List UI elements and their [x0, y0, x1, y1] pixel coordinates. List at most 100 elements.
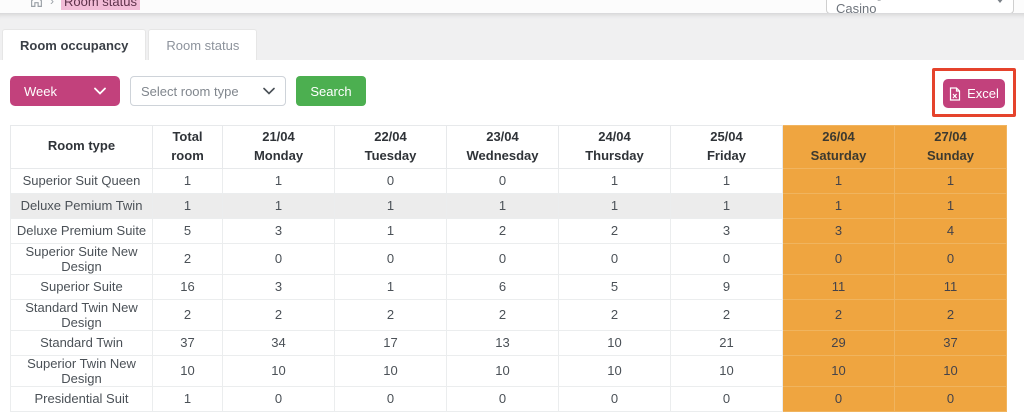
table-row[interactable]: Deluxe Premium Suite 5 3 1 2 2 3 3 4	[10, 217, 1007, 244]
hotel-select[interactable]: Las Vegas Sun Hotel & Casino	[826, 0, 1014, 13]
table-row[interactable]: Presidential Suit 1 0 0 0 0 0 0 0	[10, 385, 1007, 412]
occupancy-cell: 0	[558, 242, 671, 275]
column-header-friday: 25/04 Friday	[670, 125, 783, 169]
breadcrumb: › Room status	[30, 0, 140, 13]
occupancy-cell: 2	[894, 298, 1007, 331]
occupancy-cell: 34	[222, 329, 335, 356]
column-header-thursday: 24/04 Thursday	[558, 125, 671, 169]
period-select[interactable]: Week	[10, 76, 120, 106]
filter-row: Week Select room type Search	[10, 76, 1014, 106]
column-header-tuesday: 22/04 Tuesday	[334, 125, 447, 169]
total-room-cell: 2	[152, 298, 223, 331]
total-room-cell: 5	[152, 217, 223, 244]
tab-bar-band: Room occupancy Room status	[0, 13, 1024, 60]
occupancy-cell: 2	[334, 298, 447, 331]
column-header-total-room: Total room	[152, 125, 223, 169]
table-row[interactable]: Superior Suite New Design 2 0 0 0 0 0 0 0	[10, 242, 1007, 275]
occupancy-cell: 0	[446, 385, 559, 412]
room-type-cell: Standard Twin New Design	[10, 298, 153, 331]
breadcrumb-separator: ›	[50, 0, 54, 8]
occupancy-cell: 10	[334, 354, 447, 387]
occupancy-cell: 0	[670, 385, 783, 412]
table-row[interactable]: Standard Twin 37 34 17 13 10 21 29 37	[10, 329, 1007, 356]
occupancy-cell: 1	[670, 167, 783, 194]
total-room-cell: 1	[152, 385, 223, 412]
occupancy-cell: 17	[334, 329, 447, 356]
column-header-monday: 21/04 Monday	[222, 125, 335, 169]
breadcrumb-current[interactable]: Room status	[61, 0, 140, 10]
table-row[interactable]: Superior Twin New Design 10 10 10 10 10 10 10 10	[10, 354, 1007, 387]
occupancy-cell: 0	[894, 385, 1007, 412]
occupancy-cell: 4	[894, 217, 1007, 244]
excel-export-button[interactable]: Excel	[943, 79, 1005, 108]
tab-room-status[interactable]: Room status	[148, 29, 258, 60]
table-header-row: Room type Total room 21/04 Monday 22/04 Tuesd…	[10, 125, 1007, 169]
chevron-down-icon	[94, 87, 106, 95]
occupancy-cell: 0	[334, 385, 447, 412]
occupancy-cell: 2	[446, 217, 559, 244]
occupancy-cell: 3	[782, 217, 895, 244]
occupancy-cell: 2	[782, 298, 895, 331]
occupancy-cell: 2	[222, 298, 335, 331]
room-type-cell: Superior Twin New Design	[10, 354, 153, 387]
occupancy-cell: 10	[558, 329, 671, 356]
occupancy-cell: 1	[334, 192, 447, 219]
occupancy-cell: 0	[446, 242, 559, 275]
occupancy-cell: 1	[894, 167, 1007, 194]
room-occupancy-table: Room type Total room 21/04 Monday 22/04 Tuesd…	[10, 125, 1007, 412]
occupancy-cell: 2	[558, 217, 671, 244]
total-room-cell: 10	[152, 354, 223, 387]
total-room-cell: 1	[152, 167, 223, 194]
excel-button-label: Excel	[967, 86, 999, 101]
occupancy-cell: 0	[334, 242, 447, 275]
occupancy-cell: 3	[670, 217, 783, 244]
occupancy-cell: 11	[782, 273, 895, 300]
search-button[interactable]: Search	[296, 76, 366, 106]
hotel-select-value: Las Vegas Sun Hotel & Casino	[836, 0, 970, 13]
chevron-down-icon	[263, 87, 275, 95]
occupancy-cell: 1	[894, 192, 1007, 219]
occupancy-cell: 1	[222, 167, 335, 194]
table-row[interactable]: Deluxe Pemium Twin 1 1 1 1 1 1 1 1	[10, 192, 1007, 219]
room-type-select[interactable]: Select room type	[130, 76, 286, 106]
occupancy-cell: 3	[222, 273, 335, 300]
occupancy-cell: 10	[222, 354, 335, 387]
occupancy-cell: 13	[446, 329, 559, 356]
column-header-sunday: 27/04 Sunday	[894, 125, 1007, 169]
top-header-bar: › Room status Las Vegas Sun Hotel & Casi…	[0, 0, 1024, 13]
table-row[interactable]: Superior Suite 16 3 1 6 5 9 11 11	[10, 273, 1007, 300]
occupancy-cell: 1	[334, 273, 447, 300]
table-row[interactable]: Superior Suit Queen 1 1 0 0 1 1 1 1	[10, 167, 1007, 194]
occupancy-cell: 1	[558, 167, 671, 194]
occupancy-cell: 0	[222, 242, 335, 275]
occupancy-cell: 10	[558, 354, 671, 387]
column-header-room-type: Room type	[10, 125, 153, 169]
occupancy-cell: 1	[222, 192, 335, 219]
occupancy-cell: 0	[558, 385, 671, 412]
occupancy-cell: 1	[782, 167, 895, 194]
occupancy-cell: 0	[782, 242, 895, 275]
occupancy-cell: 29	[782, 329, 895, 356]
occupancy-cell: 2	[670, 298, 783, 331]
occupancy-cell: 1	[446, 192, 559, 219]
excel-file-icon	[949, 86, 961, 101]
tab-room-occupancy[interactable]: Room occupancy	[2, 29, 147, 60]
caret-down-icon	[996, 0, 1004, 3]
total-room-cell: 1	[152, 192, 223, 219]
occupancy-cell: 9	[670, 273, 783, 300]
table-row[interactable]: Standard Twin New Design 2 2 2 2 2 2 2 2	[10, 298, 1007, 331]
occupancy-cell: 1	[334, 217, 447, 244]
occupancy-cell: 0	[222, 385, 335, 412]
tabs: Room occupancy Room status	[2, 29, 258, 60]
occupancy-cell: 1	[558, 192, 671, 219]
home-icon	[31, 0, 42, 7]
column-header-saturday: 26/04 Saturday	[782, 125, 895, 169]
occupancy-cell: 2	[446, 298, 559, 331]
room-type-cell: Deluxe Premium Suite	[10, 217, 153, 244]
occupancy-cell: 3	[222, 217, 335, 244]
room-type-placeholder: Select room type	[141, 83, 239, 99]
occupancy-cell: 1	[670, 192, 783, 219]
main-content: Week Select room type Search Room type To…	[0, 60, 1024, 412]
occupancy-cell: 0	[334, 167, 447, 194]
total-room-cell: 2	[152, 242, 223, 275]
